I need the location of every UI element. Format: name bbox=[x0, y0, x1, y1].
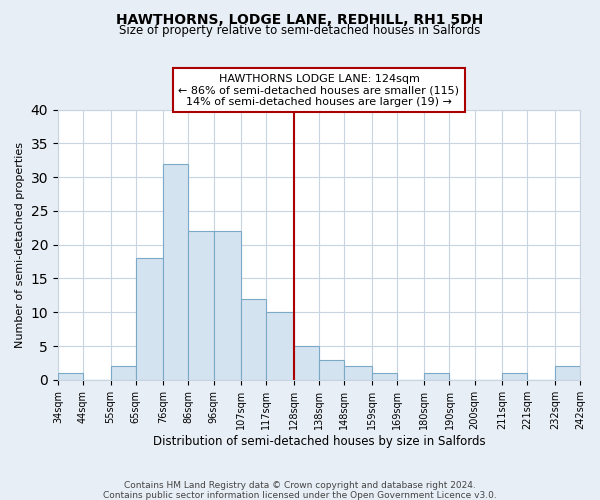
Bar bbox=[371, 373, 397, 380]
Text: Contains public sector information licensed under the Open Government Licence v3: Contains public sector information licen… bbox=[103, 491, 497, 500]
Y-axis label: Number of semi-detached properties: Number of semi-detached properties bbox=[15, 142, 25, 348]
Text: Contains HM Land Registry data © Crown copyright and database right 2024.: Contains HM Land Registry data © Crown c… bbox=[124, 481, 476, 490]
Bar bbox=[294, 346, 319, 380]
Bar bbox=[163, 164, 188, 380]
Bar bbox=[555, 366, 580, 380]
Bar bbox=[502, 373, 527, 380]
Bar bbox=[319, 360, 344, 380]
Bar bbox=[266, 312, 294, 380]
Bar bbox=[241, 299, 266, 380]
Text: HAWTHORNS, LODGE LANE, REDHILL, RH1 5DH: HAWTHORNS, LODGE LANE, REDHILL, RH1 5DH bbox=[116, 12, 484, 26]
Bar bbox=[136, 258, 163, 380]
X-axis label: Distribution of semi-detached houses by size in Salfords: Distribution of semi-detached houses by … bbox=[152, 434, 485, 448]
Text: HAWTHORNS LODGE LANE: 124sqm
← 86% of semi-detached houses are smaller (115)
14%: HAWTHORNS LODGE LANE: 124sqm ← 86% of se… bbox=[178, 74, 460, 107]
Bar bbox=[424, 373, 449, 380]
Bar bbox=[214, 231, 241, 380]
Bar bbox=[110, 366, 136, 380]
Text: Size of property relative to semi-detached houses in Salfords: Size of property relative to semi-detach… bbox=[119, 24, 481, 37]
Bar bbox=[58, 373, 83, 380]
Bar bbox=[188, 231, 214, 380]
Bar bbox=[344, 366, 371, 380]
